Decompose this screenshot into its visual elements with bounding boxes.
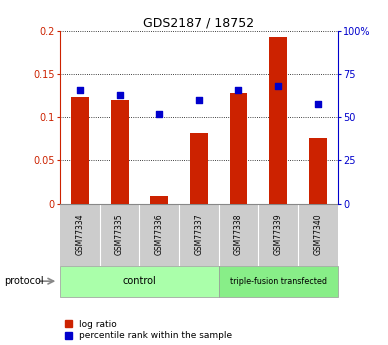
- Bar: [150, 196, 168, 204]
- Bar: [71, 97, 89, 204]
- Text: GSM77334: GSM77334: [75, 214, 85, 255]
- Text: GSM77335: GSM77335: [115, 214, 124, 255]
- Bar: [190, 133, 208, 204]
- Legend: log ratio, percentile rank within the sample: log ratio, percentile rank within the sa…: [65, 320, 232, 341]
- Text: GSM77338: GSM77338: [234, 214, 243, 255]
- Point: [315, 101, 321, 106]
- Bar: [230, 93, 248, 204]
- Point: [77, 87, 83, 92]
- Bar: [309, 138, 327, 204]
- Title: GDS2187 / 18752: GDS2187 / 18752: [143, 17, 255, 30]
- Text: triple-fusion transfected: triple-fusion transfected: [230, 277, 327, 286]
- Bar: [60, 266, 219, 297]
- Bar: [269, 37, 287, 204]
- Text: protocol: protocol: [4, 276, 43, 286]
- Point: [116, 92, 123, 98]
- Point: [196, 97, 202, 103]
- Text: GSM77340: GSM77340: [313, 214, 322, 255]
- Text: GSM77337: GSM77337: [194, 214, 203, 255]
- Point: [236, 87, 242, 92]
- Point: [156, 111, 162, 117]
- Bar: [111, 100, 128, 204]
- Text: control: control: [123, 276, 156, 286]
- Point: [275, 83, 281, 89]
- Bar: [219, 266, 338, 297]
- Text: GSM77336: GSM77336: [155, 214, 164, 255]
- Text: GSM77339: GSM77339: [274, 214, 282, 255]
